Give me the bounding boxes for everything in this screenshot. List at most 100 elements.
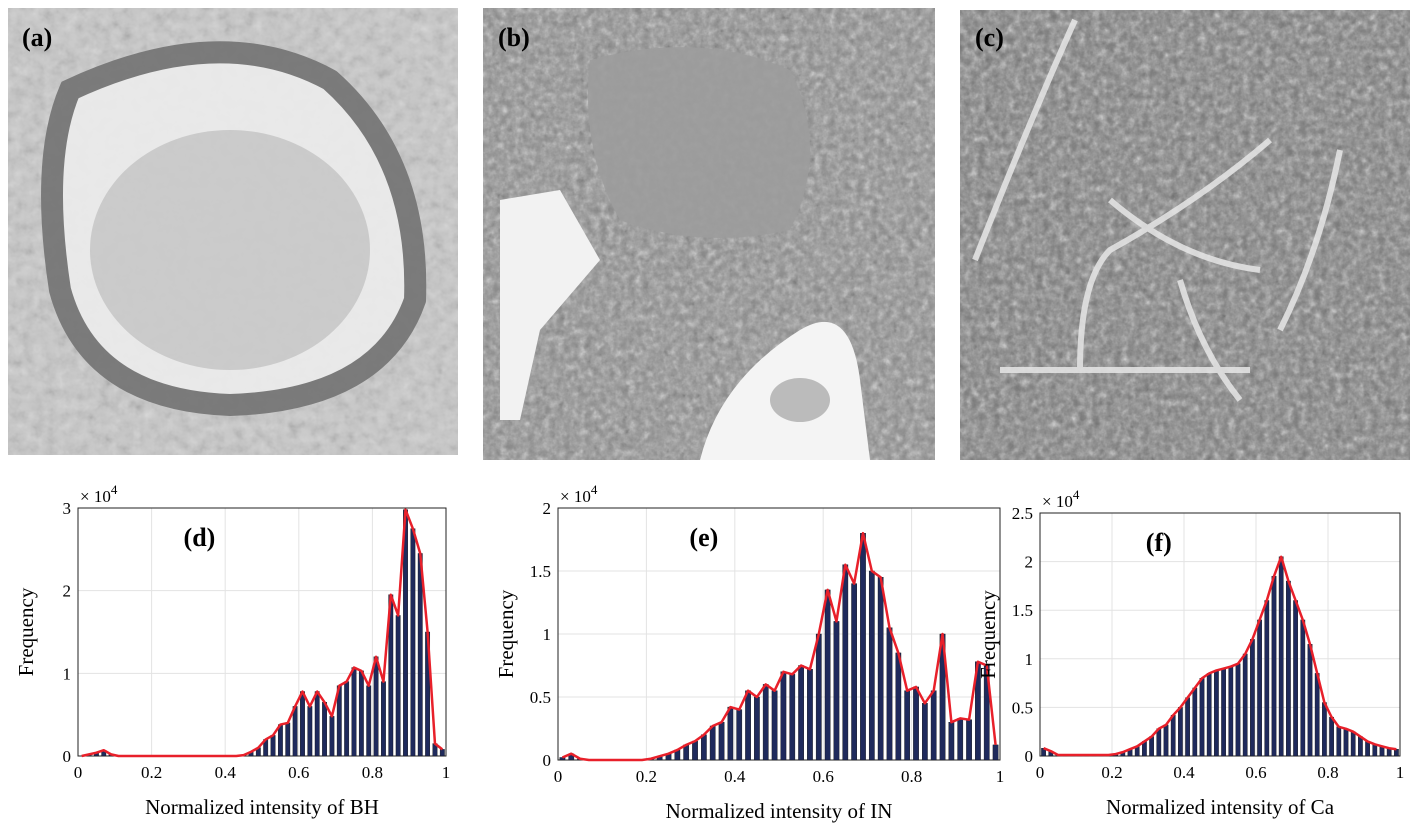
bar [904,690,911,761]
y-multiplier-base: × 10 [80,487,111,506]
bar [1257,619,1262,757]
bar [895,652,902,761]
bar [718,722,725,761]
bar [395,615,401,757]
axes-frame [1039,512,1401,757]
bar [780,671,787,761]
bar [1149,736,1154,757]
y-tick-label: 0.5 [530,688,551,707]
bar [1163,724,1169,757]
y-tick-label: 1 [1025,650,1034,669]
y-multiplier-exponent: 4 [1073,487,1080,502]
x-tick-label: 0.6 [813,767,834,786]
bar [877,577,884,761]
y-tick-label: 2 [543,499,552,518]
bar [285,722,291,757]
bar [1278,556,1284,757]
y-multiplier-base: × 10 [560,487,591,506]
bar [329,716,335,757]
bar [1329,716,1334,757]
x-tick-label: 0.4 [1173,763,1195,782]
axes-frame [557,507,1001,761]
bar [270,735,276,757]
x-tick-label: 0 [1036,763,1045,782]
bar [1343,728,1349,757]
bar [1372,744,1378,757]
bar [1336,726,1342,757]
y-multiplier: × 104 [560,482,598,506]
panel-label: (a) [22,23,52,52]
bar [1350,731,1356,757]
x-tick-label: 0.4 [724,767,746,786]
x-tick-label: 1 [442,763,451,782]
bar [373,656,379,757]
y-tick-label: 0 [63,747,72,766]
bar [1170,714,1176,757]
x-tick-label: 1 [996,767,1005,786]
y-axis-label: Frequency [14,587,38,676]
x-tick-label: 1 [1396,763,1405,782]
bar [851,583,857,761]
bar [314,691,320,757]
bar [344,681,350,757]
bar [417,553,423,757]
bar [1192,687,1198,757]
bar [868,570,875,761]
bar [966,719,972,761]
chart-title: (f) [1146,528,1172,557]
x-tick-label: 0 [554,767,563,786]
y-tick-label: 0 [1025,747,1034,766]
bar [366,685,372,757]
envelope-line [1043,555,1397,757]
micrograph-b: (b) [483,8,935,460]
bar [1242,653,1248,757]
bar [300,691,305,757]
y-tick-label: 3 [63,499,72,518]
plot-area [1040,513,1400,756]
bar [842,564,849,761]
bar [1228,666,1234,757]
bar [292,706,298,757]
bar [692,740,698,761]
x-tick-label: 0.2 [1101,763,1122,782]
x-tick-label: 0.8 [1317,763,1338,782]
bar [762,684,769,761]
x-tick-label: 0.2 [636,767,657,786]
chart-title: (d) [184,523,216,552]
bar [1307,644,1313,757]
micrograph-c: (c) [960,10,1410,460]
bar [833,621,840,761]
bar [1358,736,1363,757]
y-axis-label: Frequency [976,590,1000,679]
bar [745,690,751,761]
y-tick-label: 0.5 [1012,698,1033,717]
y-tick-label: 1 [63,664,72,683]
x-tick-label: 0.8 [362,763,383,782]
y-tick-label: 1.5 [530,562,551,581]
y-multiplier-exponent: 4 [591,482,598,497]
y-tick-label: 2 [63,582,72,601]
bar [1322,702,1327,757]
bar [410,528,416,757]
y-tick-label: 2.5 [1012,504,1033,523]
bar [727,706,734,761]
bar [1293,600,1298,757]
bar [1365,741,1370,757]
x-tick-label: 0.8 [901,767,922,786]
bar [381,681,386,757]
bar [439,749,445,757]
bar [277,724,283,757]
bar [1178,707,1183,757]
bar [1271,575,1277,757]
x-tick-label: 0 [74,763,83,782]
bar [709,725,716,761]
x-axis-label: Normalized intensity of IN [666,799,893,823]
bar [736,709,743,761]
y-tick-label: 2 [1025,553,1034,572]
x-tick-label: 0.2 [141,763,162,782]
x-tick-label: 0.6 [1245,763,1266,782]
bar [754,696,760,761]
bar [913,686,919,761]
y-multiplier-exponent: 4 [111,482,118,497]
